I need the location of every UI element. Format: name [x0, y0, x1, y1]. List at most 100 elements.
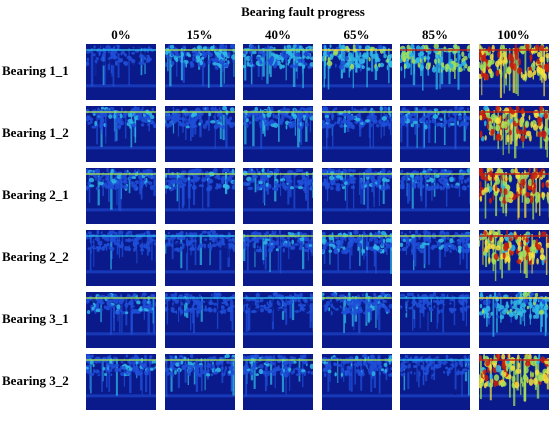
energy-blob — [445, 354, 449, 360]
energy-blob — [502, 244, 508, 252]
energy-blob — [124, 302, 129, 308]
energy-blob — [94, 120, 98, 126]
energy-blob — [449, 298, 452, 302]
energy-blob — [519, 311, 523, 318]
energy-blob — [114, 299, 119, 304]
energy-blob — [522, 292, 528, 298]
energy-blob — [120, 241, 124, 245]
energy-blob — [454, 58, 458, 62]
energy-blob — [372, 119, 378, 124]
energy-blob — [534, 44, 539, 50]
energy-blob — [119, 120, 125, 126]
energy-blob — [332, 292, 334, 297]
energy-blob — [400, 124, 403, 129]
energy-blob — [135, 45, 141, 51]
energy-blob — [164, 301, 166, 305]
energy-streak — [130, 296, 133, 332]
energy-blob — [180, 236, 186, 240]
energy-blob — [460, 120, 466, 126]
energy-blob — [437, 174, 440, 178]
energy-streak — [418, 358, 420, 388]
scalogram-cell — [478, 106, 549, 162]
energy-blob — [400, 242, 404, 248]
energy-blob — [202, 62, 206, 68]
energy-blob — [309, 56, 313, 61]
energy-blob — [483, 187, 489, 193]
energy-blob — [166, 243, 169, 247]
energy-streak — [181, 172, 183, 207]
energy-blob — [120, 365, 123, 370]
scalogram-cell — [243, 292, 313, 348]
energy-blob — [164, 116, 167, 121]
energy-blob — [520, 241, 522, 248]
energy-blob — [379, 106, 383, 112]
energy-blob — [406, 44, 411, 51]
energy-blob — [322, 245, 327, 250]
energy-blob — [385, 119, 389, 124]
energy-blob — [435, 304, 438, 309]
energy-blob — [224, 58, 227, 62]
energy-blob — [265, 182, 269, 187]
energy-blob — [177, 306, 181, 311]
energy-blob — [401, 121, 406, 126]
energy-blob — [405, 303, 409, 307]
energy-blob — [487, 313, 490, 318]
energy-blob — [498, 196, 503, 202]
energy-blob — [546, 237, 549, 244]
energy-blob — [115, 184, 120, 189]
energy-blob — [289, 56, 291, 61]
energy-blob — [245, 118, 249, 123]
energy-blob — [247, 304, 250, 308]
energy-blob — [329, 179, 334, 183]
energy-streak — [416, 358, 418, 382]
energy-blob — [200, 177, 207, 182]
energy-streak — [365, 234, 367, 257]
energy-blob — [420, 371, 424, 377]
energy-streak — [348, 234, 351, 270]
energy-blob — [373, 250, 376, 254]
energy-blob — [509, 365, 515, 371]
energy-blob — [517, 129, 523, 135]
energy-streak — [201, 172, 203, 210]
energy-blob — [342, 249, 348, 255]
energy-streak — [266, 110, 269, 131]
energy-blob — [425, 185, 429, 190]
energy-blob — [362, 311, 366, 315]
energy-blob — [139, 244, 143, 248]
energy-streak — [110, 234, 112, 270]
scalogram-cell — [478, 168, 549, 224]
energy-blob — [214, 52, 220, 56]
energy-blob — [371, 179, 377, 183]
energy-blob — [448, 170, 453, 173]
scalogram-cell — [86, 292, 156, 348]
energy-blob — [502, 252, 506, 259]
scalogram-cell — [400, 168, 470, 224]
energy-blob — [466, 116, 468, 121]
energy-blob — [501, 51, 506, 58]
energy-blob — [169, 300, 172, 305]
energy-streak — [433, 172, 436, 197]
energy-blob — [174, 117, 180, 122]
energy-blob — [410, 123, 414, 128]
energy-blob — [227, 238, 234, 242]
energy-blob — [493, 292, 496, 298]
energy-blob — [515, 183, 518, 191]
energy-blob — [107, 52, 111, 58]
energy-blob — [507, 354, 510, 360]
energy-blob — [346, 118, 350, 123]
energy-blob — [103, 123, 106, 127]
energy-blob — [149, 114, 155, 120]
energy-blob — [354, 64, 361, 69]
energy-streak — [523, 172, 526, 218]
energy-blob — [489, 179, 492, 187]
energy-blob — [165, 123, 169, 129]
scalogram-image — [478, 354, 549, 410]
energy-blob — [499, 187, 502, 194]
scalogram-image — [400, 230, 470, 286]
energy-streak — [279, 234, 282, 274]
energy-streak — [413, 234, 415, 260]
row-label: Bearing 2_1 — [2, 187, 69, 202]
energy-blob — [140, 123, 145, 127]
frequency-ridge — [164, 173, 235, 175]
energy-blob — [495, 69, 499, 77]
